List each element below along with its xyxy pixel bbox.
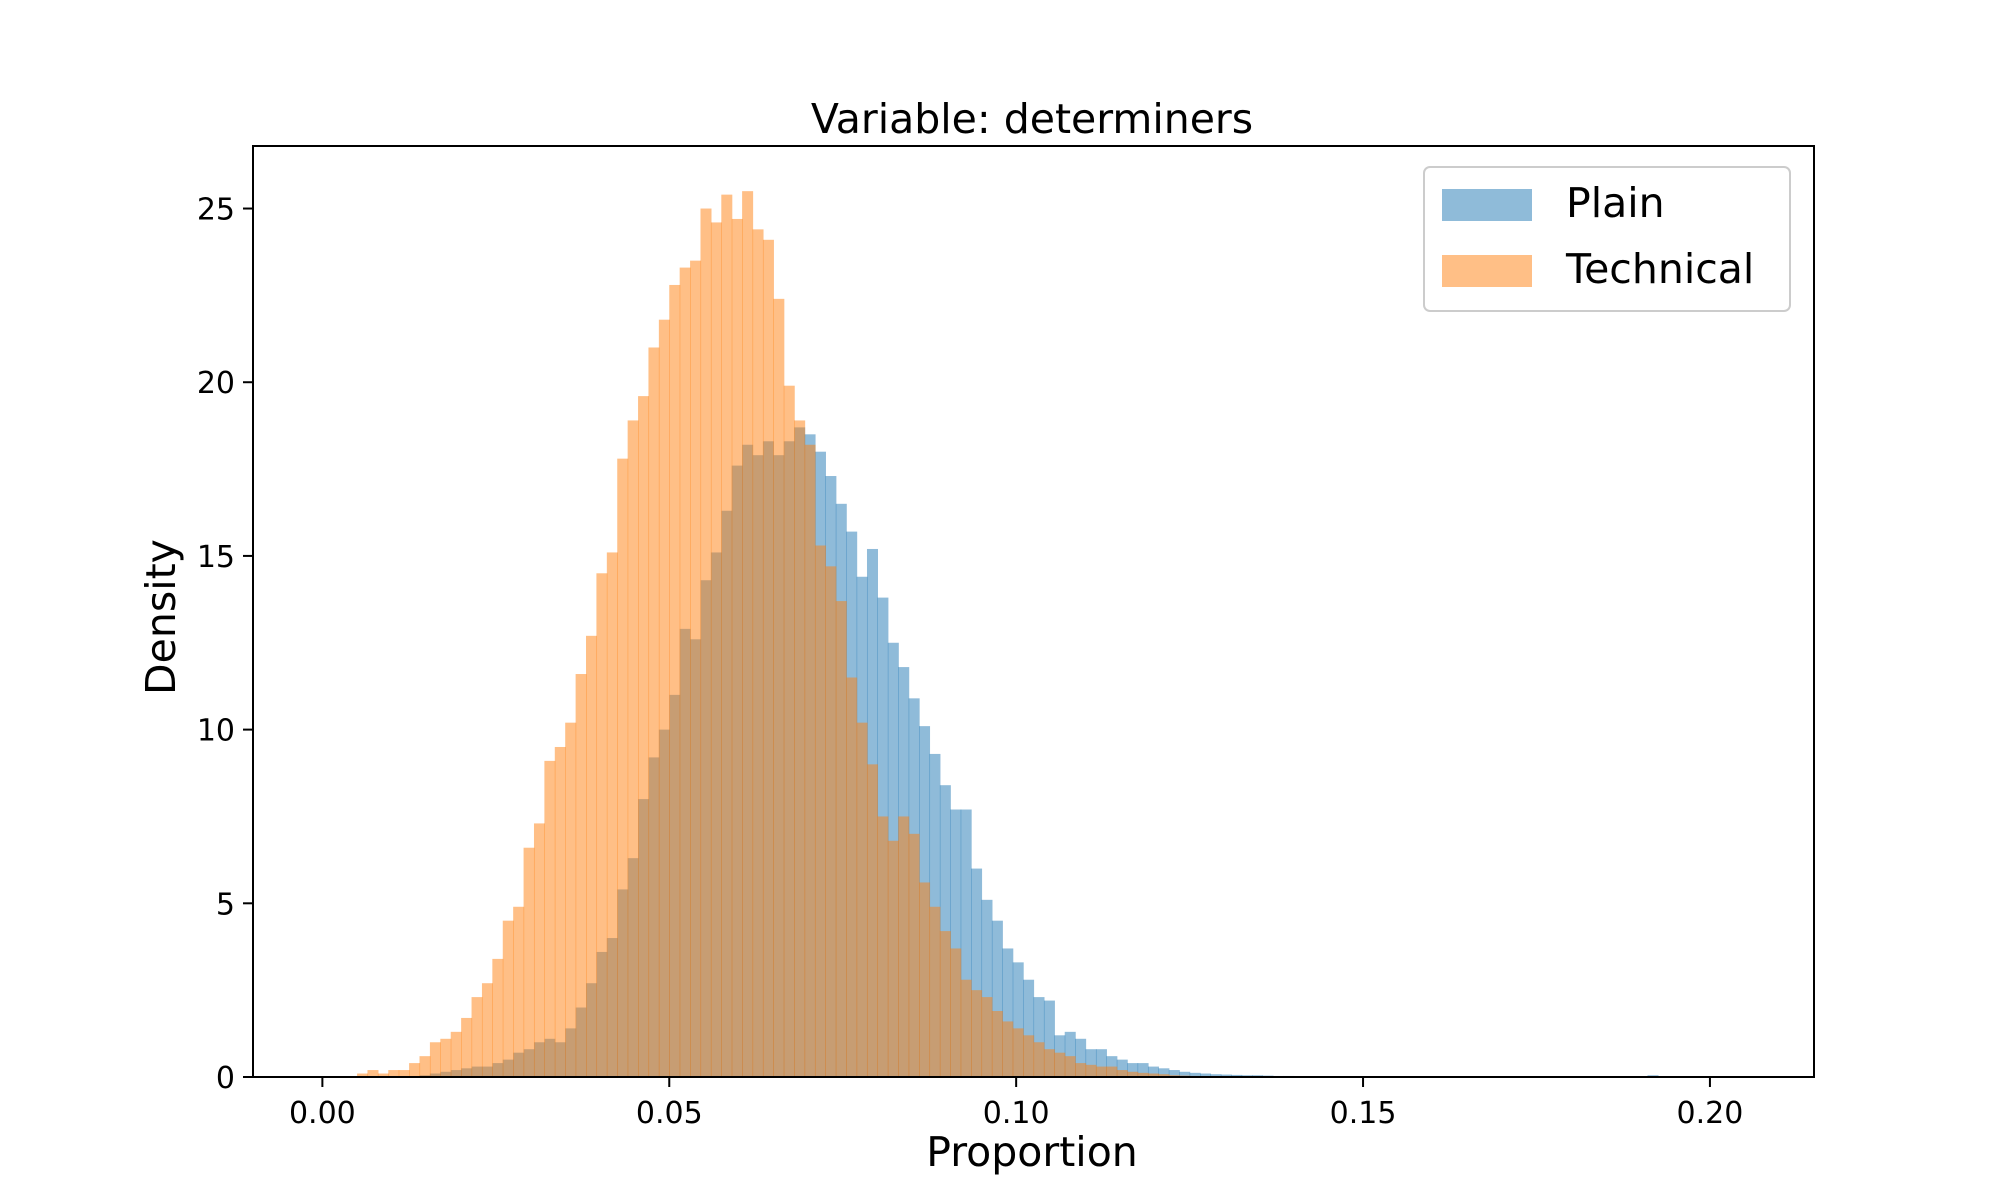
histogram-bar	[576, 674, 587, 1077]
histogram-bar	[763, 240, 774, 1077]
y-tick-label: 15	[197, 540, 235, 575]
histogram-bar	[773, 299, 784, 1077]
histogram-bar	[1075, 1063, 1086, 1077]
histogram-bar	[669, 285, 680, 1077]
histogram-bar	[992, 1011, 1003, 1077]
histogram-bar	[503, 921, 514, 1077]
histogram-bar	[628, 420, 639, 1077]
legend-label-plain: Plain	[1566, 179, 1665, 227]
histogram-bar	[638, 396, 649, 1077]
legend-label-technical: Technical	[1565, 245, 1754, 293]
histogram-bar	[961, 980, 972, 1077]
x-tick-label: 0.05	[636, 1096, 703, 1131]
histogram-bar	[659, 320, 670, 1077]
histogram-bar	[399, 1070, 410, 1077]
legend-swatch-technical	[1442, 255, 1532, 287]
legend: Plain Technical	[1424, 167, 1790, 311]
histogram-bar	[596, 573, 607, 1077]
histogram-bar	[877, 816, 888, 1077]
histogram-bar	[825, 566, 836, 1077]
histogram-bar	[1054, 1053, 1065, 1077]
histogram-bar	[971, 990, 982, 1077]
histogram-bar	[617, 459, 628, 1077]
y-tick-label: 5	[216, 887, 235, 922]
x-axis-label: Proportion	[926, 1128, 1138, 1176]
y-tick-label: 10	[197, 714, 235, 749]
histogram-bar	[784, 386, 795, 1077]
histogram-bar	[721, 195, 732, 1077]
histogram-bar	[1106, 1067, 1117, 1077]
histogram-bar	[1117, 1070, 1128, 1077]
y-tick-label: 0	[216, 1061, 235, 1096]
histogram-bar	[524, 848, 535, 1077]
histogram-bar	[565, 723, 576, 1077]
histogram-bar	[1044, 1049, 1055, 1077]
histogram-bar	[513, 907, 524, 1077]
histogram-bar	[805, 445, 816, 1077]
histogram-bar	[711, 222, 722, 1077]
histogram-bar	[440, 1039, 451, 1077]
chart-title: Variable: determiners	[811, 95, 1253, 143]
histogram-bar	[544, 761, 555, 1077]
histogram-bar	[700, 209, 711, 1077]
histogram-bar	[940, 931, 951, 1077]
histogram-bar	[794, 420, 805, 1077]
histogram-bar	[472, 997, 483, 1077]
histogram-bar	[1096, 1067, 1107, 1077]
histogram-bar	[461, 1018, 472, 1077]
histogram-bar	[1023, 1035, 1034, 1077]
histogram-bar	[648, 347, 659, 1077]
histogram-bar	[742, 191, 753, 1077]
histogram-bar	[1034, 1042, 1045, 1077]
histogram-bar	[1086, 1065, 1097, 1077]
histogram-bar	[950, 948, 961, 1077]
histogram-bar	[867, 764, 878, 1077]
x-tick-label: 0.10	[983, 1096, 1050, 1131]
y-tick-label: 25	[197, 193, 235, 228]
histogram-bar	[753, 229, 764, 1077]
histogram-bar	[420, 1056, 431, 1077]
histogram-bar	[409, 1063, 420, 1077]
histogram-bar	[846, 678, 857, 1078]
x-tick-label: 0.15	[1330, 1096, 1397, 1131]
histogram-bar	[732, 219, 743, 1077]
histogram-bar	[492, 959, 503, 1077]
y-axis-label: Density	[137, 539, 185, 695]
histogram-bar	[898, 816, 909, 1077]
histogram-bar	[1013, 1028, 1024, 1077]
histogram-bar	[909, 834, 920, 1077]
histogram-bar	[857, 723, 868, 1077]
legend-swatch-plain	[1442, 189, 1532, 221]
histogram-bar	[888, 841, 899, 1077]
histogram-bar	[981, 997, 992, 1077]
histogram-bar	[555, 747, 566, 1077]
histogram-bar	[482, 983, 493, 1077]
histogram-bar	[836, 601, 847, 1077]
histogram-bar	[690, 261, 701, 1077]
histogram-bar	[430, 1042, 441, 1077]
y-tick-label: 20	[197, 366, 235, 401]
histogram-bar	[929, 907, 940, 1077]
histogram-bar	[1065, 1056, 1076, 1077]
histogram-bar	[586, 636, 597, 1077]
histogram-bar	[607, 552, 618, 1077]
histogram-bar	[367, 1070, 378, 1077]
histogram-bar	[680, 268, 691, 1077]
x-tick-label: 0.00	[289, 1096, 356, 1131]
histogram-bar	[919, 882, 930, 1077]
histogram-bar	[815, 546, 826, 1078]
histogram-bar	[388, 1070, 399, 1077]
histogram-bar	[1002, 1021, 1013, 1077]
x-tick-label: 0.20	[1677, 1096, 1744, 1131]
histogram-bar	[534, 823, 545, 1077]
histogram-bar	[451, 1032, 462, 1077]
